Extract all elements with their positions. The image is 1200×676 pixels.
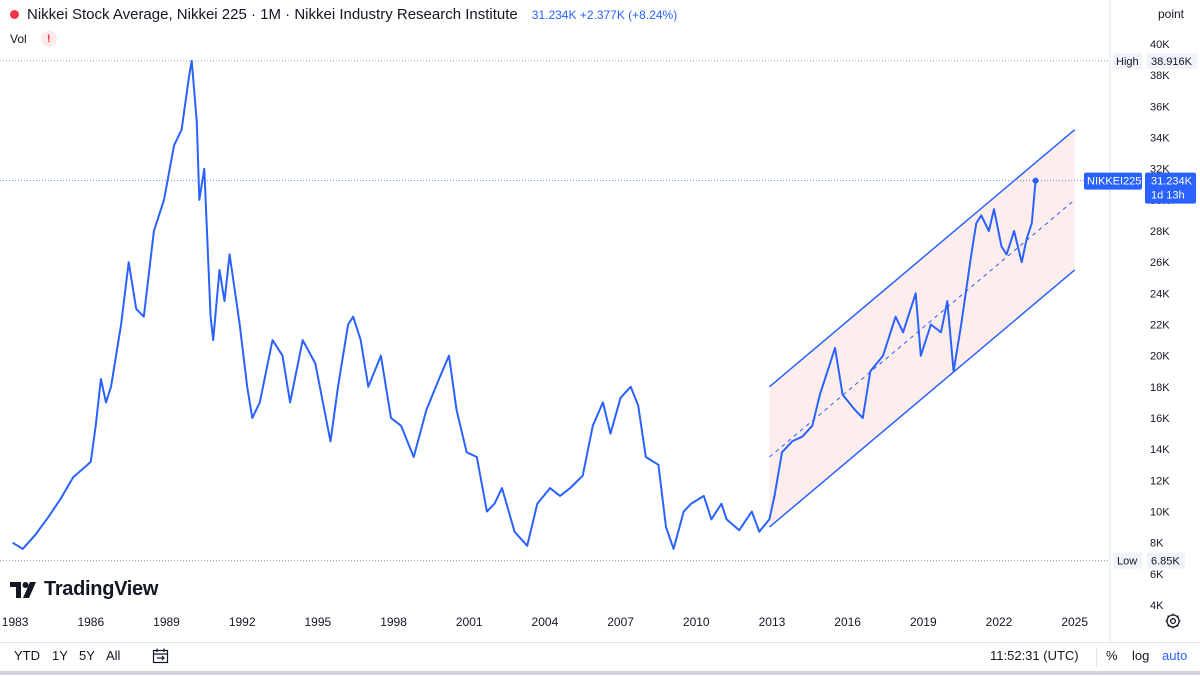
market-status-dot (10, 10, 19, 19)
last-price-bg (1145, 172, 1196, 204)
y-tick-label: 28K (1150, 226, 1170, 238)
low-tag-label: Low (1117, 556, 1137, 568)
x-tick-label: 2016 (834, 615, 861, 629)
toolbar-divider (1096, 649, 1097, 667)
unit-label: point (1157, 7, 1184, 21)
y-tick-label: 26K (1150, 257, 1170, 269)
channel-lower-line[interactable] (768, 269, 1076, 528)
calendar-range-icon[interactable] (151, 646, 171, 666)
range-all-button[interactable]: All (106, 648, 121, 663)
symbol-title[interactable]: Nikkei Stock Average, Nikkei 225 · 1M · … (27, 6, 518, 23)
percent-scale-button[interactable]: % (1106, 648, 1118, 663)
range-5y-button[interactable]: 5Y (79, 648, 95, 663)
high-value-bg (1147, 52, 1197, 69)
symbol-tag-bg (1084, 172, 1142, 190)
gear-icon[interactable] (1164, 612, 1182, 630)
range-1y-button[interactable]: 1Y (52, 648, 68, 663)
x-tick-label: 2013 (759, 615, 786, 629)
bottom-toolbar: YTD 1Y 5Y All 11:52:31 (UTC) % log auto (0, 642, 1200, 676)
y-tick-label: 22K (1150, 320, 1170, 332)
y-tick-label: 12K (1150, 475, 1170, 487)
channel-fill (769, 129, 1075, 528)
x-tick-label: 1992 (229, 615, 256, 629)
x-tick-label: 1986 (77, 615, 104, 629)
y-tick-label: 18K (1150, 382, 1170, 394)
symbol-tag-label: NIKKEI225 (1087, 176, 1141, 188)
price-chart[interactable]: 4K6K8K10K12K14K16K18K20K22K24K26K28K30K3… (0, 0, 1200, 642)
high-tag-bg (1113, 52, 1142, 69)
low-value-bg (1147, 552, 1185, 569)
y-tick-label: 38K (1150, 70, 1170, 82)
bar-countdown-label: 1d 13h (1151, 190, 1185, 202)
price-series-line[interactable] (12, 59, 1037, 550)
vol-label[interactable]: Vol (10, 32, 27, 46)
x-tick-label: 2001 (456, 615, 483, 629)
x-tick-label: 2010 (683, 615, 710, 629)
tradingview-logo-icon (10, 581, 36, 598)
tradingview-logo[interactable]: TradingView (10, 578, 158, 601)
low-tag-bg (1113, 552, 1142, 569)
channel-upper-line[interactable] (768, 129, 1076, 388)
high-tag-label: High (1116, 56, 1139, 68)
y-tick-label: 40K (1150, 39, 1170, 51)
x-tick-label: 2004 (532, 615, 559, 629)
x-tick-label: 2025 (1061, 615, 1088, 629)
bottom-strip (0, 671, 1200, 675)
y-tick-label: 10K (1150, 507, 1170, 519)
price-summary: 31.234K +2.377K (+8.24%) (531, 7, 678, 22)
log-scale-button[interactable]: log (1132, 648, 1150, 663)
y-tick-label: 16K (1150, 413, 1170, 425)
y-tick-label: 8K (1150, 538, 1164, 550)
utc-clock[interactable]: 11:52:31 (UTC) (990, 648, 1079, 663)
last-price-point (1032, 177, 1039, 184)
range-ytd-button[interactable]: YTD (14, 648, 40, 663)
low-value-label: 6.85K (1151, 556, 1180, 568)
y-tick-label: 34K (1150, 133, 1170, 145)
y-tick-label: 20K (1150, 351, 1170, 363)
last-price-label: 31.234K (1151, 176, 1193, 188)
x-tick-label: 1995 (305, 615, 332, 629)
x-tick-label: 2019 (910, 615, 937, 629)
alert-icon[interactable]: ! (40, 31, 57, 47)
y-tick-label: 14K (1150, 444, 1170, 456)
x-tick-label: 1989 (153, 615, 180, 629)
volume-legend: Vol ! (10, 31, 57, 47)
logo-text: TradingView (44, 578, 159, 600)
x-tick-label: 2007 (607, 615, 634, 629)
y-tick-label: 36K (1150, 101, 1170, 113)
title-row: Nikkei Stock Average, Nikkei 225 · 1M · … (10, 6, 677, 23)
channel-median-line[interactable] (769, 199, 1076, 458)
x-tick-label: 1983 (2, 615, 29, 629)
high-value-label: 38.916K (1151, 56, 1193, 68)
auto-scale-button[interactable]: auto (1162, 648, 1188, 663)
chart-header: Nikkei Stock Average, Nikkei 225 · 1M · … (0, 0, 1110, 48)
x-tick-label: 1998 (380, 615, 407, 629)
x-tick-label: 2022 (986, 615, 1013, 629)
y-tick-label: 24K (1150, 288, 1170, 300)
y-tick-label: 4K (1150, 600, 1164, 612)
y-tick-label: 6K (1150, 569, 1164, 581)
